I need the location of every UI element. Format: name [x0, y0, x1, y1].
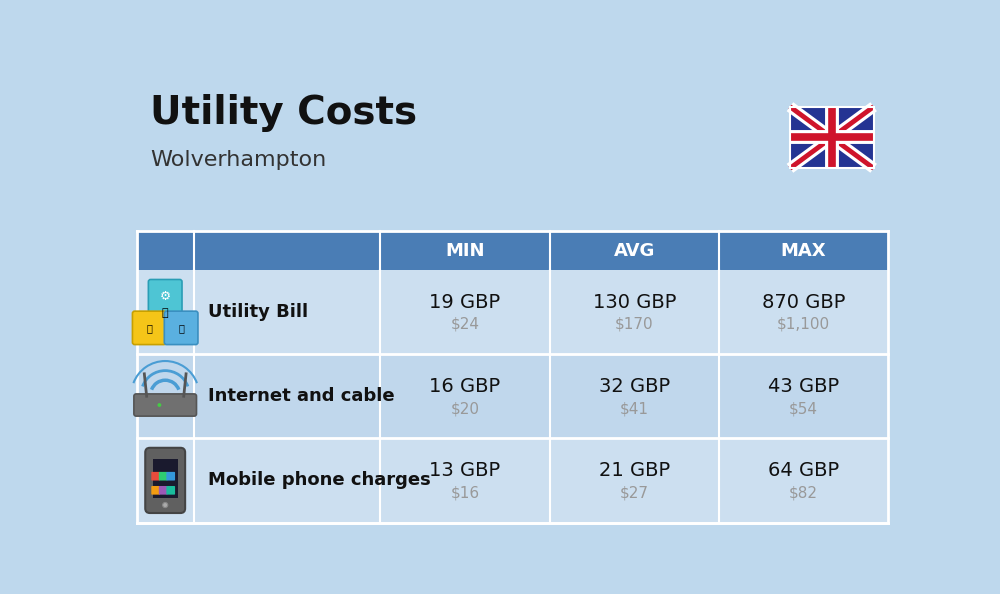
Text: $20: $20 — [450, 401, 479, 416]
Text: $1,100: $1,100 — [777, 317, 830, 332]
Text: MAX: MAX — [781, 242, 826, 260]
FancyBboxPatch shape — [159, 486, 168, 495]
Text: 🧍: 🧍 — [162, 308, 169, 318]
FancyBboxPatch shape — [148, 280, 182, 313]
Text: 19 GBP: 19 GBP — [429, 292, 500, 311]
Bar — [137, 232, 888, 270]
Text: 13 GBP: 13 GBP — [429, 461, 500, 480]
Text: 32 GBP: 32 GBP — [599, 377, 670, 396]
FancyBboxPatch shape — [134, 394, 196, 416]
FancyBboxPatch shape — [145, 448, 185, 513]
Bar — [790, 107, 874, 168]
Bar — [137, 354, 888, 438]
Bar — [137, 270, 888, 354]
Bar — [790, 107, 874, 168]
Text: 130 GBP: 130 GBP — [593, 292, 676, 311]
Bar — [153, 459, 178, 498]
Text: $41: $41 — [620, 401, 649, 416]
Text: 64 GBP: 64 GBP — [768, 461, 839, 480]
Circle shape — [157, 403, 161, 407]
Text: 🔌: 🔌 — [146, 323, 152, 333]
Text: Mobile phone charges: Mobile phone charges — [208, 472, 430, 489]
Text: 870 GBP: 870 GBP — [762, 292, 845, 311]
FancyBboxPatch shape — [151, 472, 160, 481]
Text: MIN: MIN — [445, 242, 485, 260]
Text: Utility Bill: Utility Bill — [208, 303, 308, 321]
Text: ⚙: ⚙ — [160, 290, 171, 303]
Text: Utility Costs: Utility Costs — [150, 94, 417, 132]
Text: AVG: AVG — [614, 242, 655, 260]
FancyBboxPatch shape — [166, 472, 175, 481]
Bar — [137, 438, 888, 523]
FancyBboxPatch shape — [164, 311, 198, 345]
FancyBboxPatch shape — [159, 472, 168, 481]
Text: $170: $170 — [615, 317, 654, 332]
Circle shape — [163, 503, 168, 508]
Text: 43 GBP: 43 GBP — [768, 377, 839, 396]
Text: 16 GBP: 16 GBP — [429, 377, 500, 396]
Text: Wolverhampton: Wolverhampton — [150, 150, 326, 170]
Text: 🚰: 🚰 — [178, 323, 184, 333]
Text: $16: $16 — [450, 485, 479, 500]
Text: $82: $82 — [789, 485, 818, 500]
Text: $24: $24 — [450, 317, 479, 332]
Text: 21 GBP: 21 GBP — [599, 461, 670, 480]
FancyBboxPatch shape — [132, 311, 166, 345]
Text: $27: $27 — [620, 485, 649, 500]
Text: $54: $54 — [789, 401, 818, 416]
Text: Internet and cable: Internet and cable — [208, 387, 394, 405]
FancyBboxPatch shape — [151, 486, 160, 495]
FancyBboxPatch shape — [166, 486, 175, 495]
